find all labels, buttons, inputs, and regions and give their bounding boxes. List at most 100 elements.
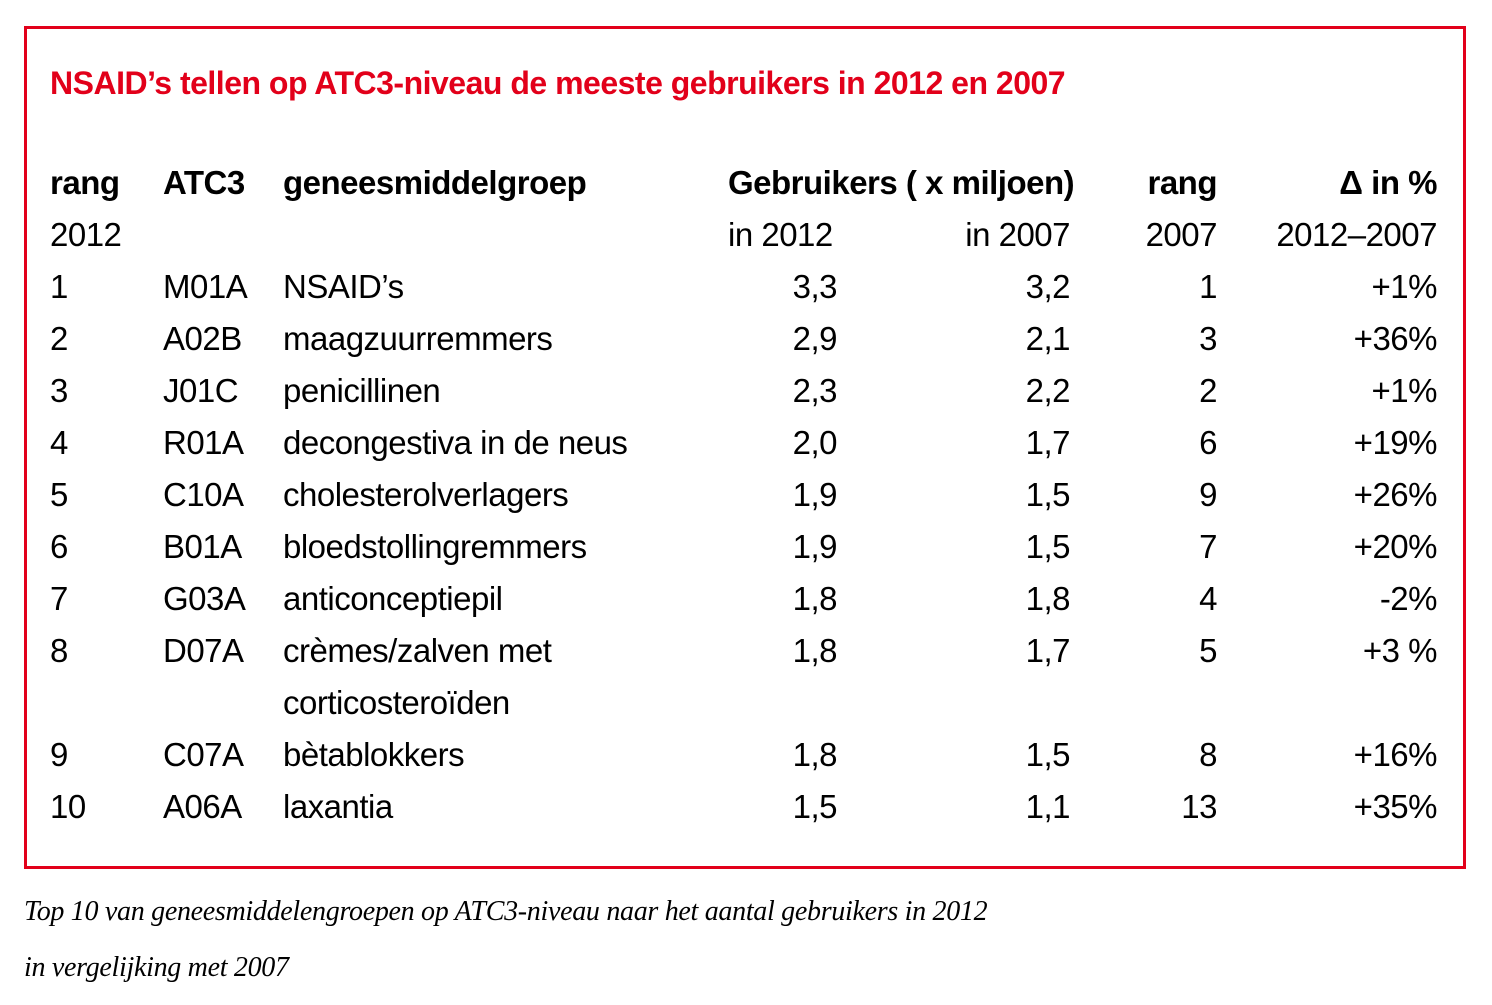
caption-line-1: Top 10 van geneesmiddelengroepen op ATC3… xyxy=(24,896,988,927)
cell-rang-2007: 1 xyxy=(1199,268,1217,305)
cell-atc3: A06A xyxy=(163,788,242,825)
header-atc3: ATC3 xyxy=(163,164,245,201)
cell-rang-2012: 8 xyxy=(50,632,68,669)
cell-users-2007: 1,5 xyxy=(1025,736,1071,773)
cell-atc3: R01A xyxy=(163,424,244,461)
header-delta: Δ in % xyxy=(1339,164,1437,201)
cell-rang-2007: 6 xyxy=(1199,424,1217,461)
table-row: 3 J01C penicillinen 2,3 2,2 2 +1% xyxy=(50,365,1438,417)
caption-line-2: in vergelijking met 2007 xyxy=(24,952,289,983)
cell-rang-2012: 7 xyxy=(50,580,68,617)
table-row: 4 R01A decongestiva in de neus 2,0 1,7 6… xyxy=(50,417,1438,469)
cell-rang-2012: 6 xyxy=(50,528,68,565)
cell-users-2012: 2,9 xyxy=(792,320,838,357)
cell-users-2007: 1,7 xyxy=(1025,632,1071,669)
cell-users-2007: 3,2 xyxy=(1025,268,1071,305)
table-row: 9 C07A bètablokkers 1,8 1,5 8 +16% xyxy=(50,729,1438,781)
cell-users-2012: 1,8 xyxy=(792,632,838,669)
cell-rang-2007: 5 xyxy=(1199,632,1217,669)
cell-rang-2007: 2 xyxy=(1199,372,1217,409)
table-row: 5 C10A cholesterolverlagers 1,9 1,5 9 +2… xyxy=(50,469,1438,521)
header-gebruikers: Gebruikers ( x miljoen) xyxy=(728,164,1075,201)
cell-users-2007: 2,1 xyxy=(1025,320,1071,357)
cell-rang-2007: 13 xyxy=(1181,788,1217,825)
cell-atc3: A02B xyxy=(163,320,242,357)
cell-delta: +1% xyxy=(1371,268,1438,305)
cell-rang-2007: 3 xyxy=(1199,320,1217,357)
cell-delta: +1% xyxy=(1371,372,1438,409)
figure-caption: Top 10 van geneesmiddelengroepen op ATC3… xyxy=(24,884,1424,996)
table-row: 6 B01A bloedstollingremmers 1,9 1,5 7 +2… xyxy=(50,521,1438,573)
cell-group: maagzuurremmers xyxy=(283,320,553,357)
cell-users-2012: 1,9 xyxy=(792,476,838,513)
cell-users-2007: 2,2 xyxy=(1025,372,1071,409)
cell-atc3: G03A xyxy=(163,580,246,617)
cell-group: laxantia xyxy=(283,788,393,825)
cell-group: decongestiva in de neus xyxy=(283,424,628,461)
cell-group: penicillinen xyxy=(283,372,441,409)
cell-delta: +36% xyxy=(1353,320,1438,357)
cell-users-2007: 1,5 xyxy=(1025,476,1071,513)
cell-rang-2007: 4 xyxy=(1199,580,1217,617)
table-row: 7 G03A anticonceptiepil 1,8 1,8 4 -2% xyxy=(50,573,1438,625)
cell-delta: +26% xyxy=(1353,476,1438,513)
panel-title: NSAID’s tellen op ATC3-niveau de meeste … xyxy=(50,65,1066,101)
cell-group: cholesterolverlagers xyxy=(283,476,569,513)
cell-group: anticonceptiepil xyxy=(283,580,503,617)
cell-delta: +16% xyxy=(1353,736,1438,773)
cell-atc3: C10A xyxy=(163,476,244,513)
cell-atc3: D07A xyxy=(163,632,244,669)
cell-users-2012: 1,5 xyxy=(792,788,838,825)
cell-rang-2007: 7 xyxy=(1199,528,1217,565)
table-header-row-2: 2012 in 2012 in 2007 2007 2012–2007 xyxy=(50,209,1438,261)
cell-rang-2012: 2 xyxy=(50,320,68,357)
cell-users-2007: 1,8 xyxy=(1025,580,1071,617)
header-delta-years: 2012–2007 xyxy=(1276,216,1437,253)
cell-rang-2012: 10 xyxy=(50,788,86,825)
cell-users-2007: 1,1 xyxy=(1025,788,1071,825)
table-header-row-1: rang ATC3 geneesmiddelgroep Gebruikers (… xyxy=(50,157,1438,209)
cell-delta: -2% xyxy=(1379,580,1438,617)
cell-delta: +20% xyxy=(1353,528,1438,565)
cell-rang-2012: 3 xyxy=(50,372,68,409)
cell-atc3: C07A xyxy=(163,736,244,773)
cell-users-2012: 1,8 xyxy=(792,580,838,617)
header-in-2007: in 2007 xyxy=(965,216,1070,253)
table-row: 2 A02B maagzuurremmers 2,9 2,1 3 +36% xyxy=(50,313,1438,365)
header-rang-2007-year: 2007 xyxy=(1145,216,1218,253)
cell-group: bloedstollingremmers xyxy=(283,528,587,565)
cell-users-2012: 3,3 xyxy=(792,268,838,305)
cell-users-2007: 1,5 xyxy=(1025,528,1071,565)
table-row: 8 D07A crèmes/zalven met corticosteroïde… xyxy=(50,625,1438,729)
cell-users-2007: 1,7 xyxy=(1025,424,1071,461)
table-panel: NSAID’s tellen op ATC3-niveau de meeste … xyxy=(24,26,1466,869)
cell-users-2012: 2,3 xyxy=(792,372,838,409)
header-in-2012: in 2012 xyxy=(728,216,833,253)
cell-users-2012: 2,0 xyxy=(792,424,838,461)
cell-delta: +35% xyxy=(1353,788,1438,825)
cell-atc3: M01A xyxy=(163,268,248,305)
cell-rang-2007: 9 xyxy=(1199,476,1217,513)
cell-atc3: J01C xyxy=(163,372,239,409)
cell-group: NSAID’s xyxy=(283,268,404,305)
cell-rang-2012: 9 xyxy=(50,736,68,773)
cell-atc3: B01A xyxy=(163,528,242,565)
header-rang-2012-year: 2012 xyxy=(50,216,122,253)
cell-users-2012: 1,8 xyxy=(792,736,838,773)
header-rang-2012: rang xyxy=(50,164,120,201)
cell-group: bètablokkers xyxy=(283,736,465,773)
cell-group: crèmes/zalven met corticosteroïden xyxy=(283,632,552,721)
header-rang-2007: rang xyxy=(1147,164,1217,201)
header-group: geneesmiddelgroep xyxy=(283,164,587,201)
cell-rang-2012: 1 xyxy=(50,268,68,305)
cell-users-2012: 1,9 xyxy=(792,528,838,565)
table-row: 10 A06A laxantia 1,5 1,1 13 +35% xyxy=(50,781,1438,833)
cell-rang-2012: 4 xyxy=(50,424,68,461)
cell-delta: +3 % xyxy=(1362,632,1438,669)
cell-delta: +19% xyxy=(1353,424,1438,461)
cell-rang-2012: 5 xyxy=(50,476,68,513)
table-row: 1 M01A NSAID’s 3,3 3,2 1 +1% xyxy=(50,261,1438,313)
cell-rang-2007: 8 xyxy=(1199,736,1217,773)
table-body: 1 M01A NSAID’s 3,3 3,2 1 +1% 2 A02B maag… xyxy=(50,261,1438,833)
